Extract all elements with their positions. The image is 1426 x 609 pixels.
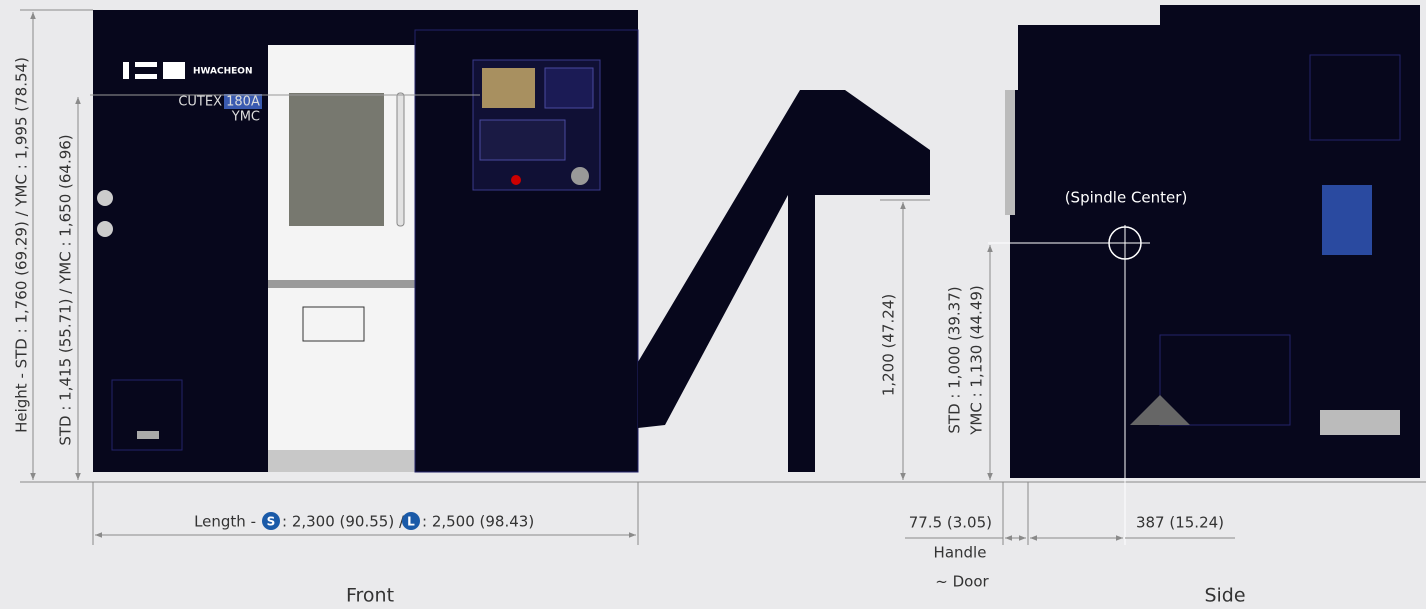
conveyor-dimension: 1,200 (47.24) <box>880 294 898 396</box>
badge-circle <box>262 512 280 530</box>
window-dimension: STD : 1,415 (55.71) / YMC : 1,650 (64.96… <box>57 134 75 445</box>
chip-conveyor <box>638 90 930 472</box>
spindle-ymc: YMC : 1,130 (44.49) <box>968 285 986 436</box>
side-label: Side <box>1204 585 1245 607</box>
spindle-offset: 387 (15.24) <box>1136 514 1224 532</box>
door-base <box>268 450 415 472</box>
side-handle <box>1005 90 1015 215</box>
logo-bar <box>135 62 157 67</box>
length-short: : 2,300 (90.55) / <box>282 513 405 531</box>
spindle-center <box>1108 226 1142 260</box>
door-handle <box>396 92 405 227</box>
logo-bar <box>123 62 129 79</box>
side-tray <box>1320 410 1400 435</box>
spindle-label: (Spindle Center) <box>1065 189 1188 207</box>
long-badge: L <box>407 515 415 529</box>
spindle-std: STD : 1,000 (39.37) <box>946 286 964 433</box>
brand: HWACHEON <box>193 67 253 77</box>
oil-unit <box>1322 185 1372 255</box>
length-prefix: Length - <box>194 513 256 531</box>
side-cabinet <box>1309 54 1401 141</box>
side-base-part <box>1130 395 1190 425</box>
model-badge-bg <box>224 94 262 109</box>
side-frame <box>1159 334 1291 426</box>
right-panel-edge <box>414 29 639 473</box>
logo-bar <box>135 74 157 79</box>
model-badge: 180A <box>226 95 260 110</box>
dial <box>571 167 589 185</box>
door-plate <box>302 306 365 342</box>
handle-offset: 77.5 (3.05) <box>909 514 992 532</box>
keypad <box>544 67 594 109</box>
handle-label: Handle <box>934 544 987 562</box>
short-badge: S <box>267 515 276 529</box>
button-block <box>479 119 566 161</box>
length-long: : 2,500 (98.43) <box>422 513 534 531</box>
control-screen <box>482 68 535 108</box>
handle-plate <box>137 431 159 439</box>
side-body <box>1010 5 1420 478</box>
emergency-stop <box>511 175 521 185</box>
gauge <box>97 190 113 206</box>
height-dimension: Height - STD : 1,760 (69.29) / YMC : 1,9… <box>13 57 31 433</box>
logo-bar <box>163 62 185 79</box>
door-rail <box>268 280 415 288</box>
badge-circle <box>402 512 420 530</box>
lower-panel <box>111 379 183 451</box>
model: CUTEX <box>178 95 222 110</box>
front-label: Front <box>346 585 394 607</box>
side-machine <box>1005 5 1420 478</box>
gauge <box>97 221 113 237</box>
door-window <box>289 93 384 226</box>
front-machine: HWACHEON CUTEX 180A YMC <box>90 10 639 473</box>
door-label: ~ Door <box>935 573 989 591</box>
variant: YMC <box>231 110 260 125</box>
